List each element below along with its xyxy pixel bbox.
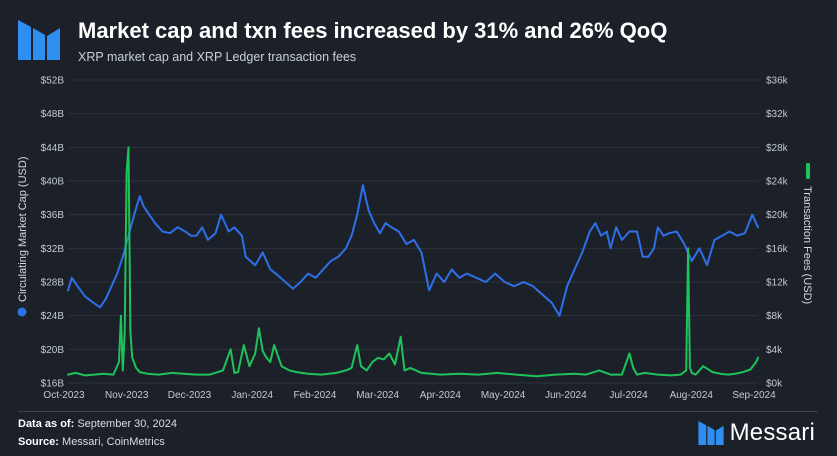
y-left-tick-label: $48B <box>41 109 65 120</box>
y-right-tick-label: $32k <box>766 109 789 120</box>
source-value: Messari, CoinMetrics <box>62 436 165 448</box>
x-tick-label: Jun-2024 <box>545 390 587 400</box>
brand: Messari <box>697 419 815 447</box>
x-tick-label: Feb-2024 <box>294 390 337 400</box>
y-right-tick-label: $16k <box>766 244 789 255</box>
chart-subtitle: XRP market cap and XRP Ledger transactio… <box>78 50 357 64</box>
right-axis-title-group: Transaction Fees (USD) <box>801 163 813 304</box>
chart-title: Market cap and txn fees increased by 31%… <box>78 18 668 43</box>
series-lines <box>67 146 759 378</box>
x-tick-label: Jan-2024 <box>231 390 273 400</box>
y-right-tick-label: $12k <box>766 278 789 289</box>
y-right-tick-label: $0k <box>766 379 783 390</box>
left-axis-legend-dot <box>17 307 27 317</box>
y-right-tick-label: $4k <box>766 345 783 356</box>
chart: $16B $0k $20B $4k $24B $8k $28B $12k $32B $16k $36… <box>17 76 813 401</box>
y-left-tick-label: $44B <box>41 143 65 154</box>
right-axis-title: Transaction Fees (USD) <box>801 186 813 304</box>
data-as-of: Data as of: September 30, 2024 <box>18 418 177 430</box>
x-tick-label: Sep-2024 <box>732 390 776 400</box>
y-right-tick-label: $28k <box>766 143 789 154</box>
grid-lines <box>68 79 758 384</box>
x-tick-label: Nov-2023 <box>105 390 149 400</box>
y-left-tick-label: $32B <box>41 244 65 255</box>
y-right-tick-label: $36k <box>766 76 789 87</box>
market-cap-line <box>67 184 759 317</box>
x-tick-label: Dec-2023 <box>168 390 212 400</box>
messari-logo-icon <box>697 421 724 445</box>
x-tick-label: Mar-2024 <box>356 390 399 400</box>
x-tick-label: Jul-2024 <box>609 390 648 400</box>
x-tick-label: Oct-2023 <box>43 390 85 400</box>
left-axis-title: Circulating Market Cap (USD) <box>17 157 29 302</box>
brand-name: Messari <box>729 419 815 446</box>
y-right-tick-label: $8k <box>766 311 783 322</box>
y-right-tick-label: $20k <box>766 210 789 221</box>
messari-logo-icon <box>18 20 60 60</box>
y-left-tick-label: $24B <box>41 311 65 322</box>
transaction-fees-line <box>67 146 759 378</box>
y-left-tick-label: $40B <box>41 177 65 188</box>
y-left-tick-label: $16B <box>41 379 65 390</box>
x-tick-label: Aug-2024 <box>670 390 714 400</box>
data-as-of-value: September 30, 2024 <box>77 418 177 430</box>
y-left-tick-label: $20B <box>41 345 65 356</box>
axes: $16B $0k $20B $4k $24B $8k $28B $12k $32B $16k $36… <box>41 76 789 401</box>
footer-divider <box>18 411 818 412</box>
y-left-tick-label: $28B <box>41 278 65 289</box>
y-left-tick-label: $36B <box>41 210 65 221</box>
source-note: Source: Messari, CoinMetrics <box>18 436 165 448</box>
right-axis-legend-dash <box>806 163 810 179</box>
left-axis-title-group: Circulating Market Cap (USD) <box>17 157 29 317</box>
y-left-tick-label: $52B <box>41 76 65 87</box>
source-label: Source: <box>18 436 59 448</box>
x-tick-label: Apr-2024 <box>420 390 462 400</box>
data-as-of-label: Data as of: <box>18 418 75 430</box>
x-tick-label: May-2024 <box>481 390 526 400</box>
y-right-tick-label: $24k <box>766 177 789 188</box>
